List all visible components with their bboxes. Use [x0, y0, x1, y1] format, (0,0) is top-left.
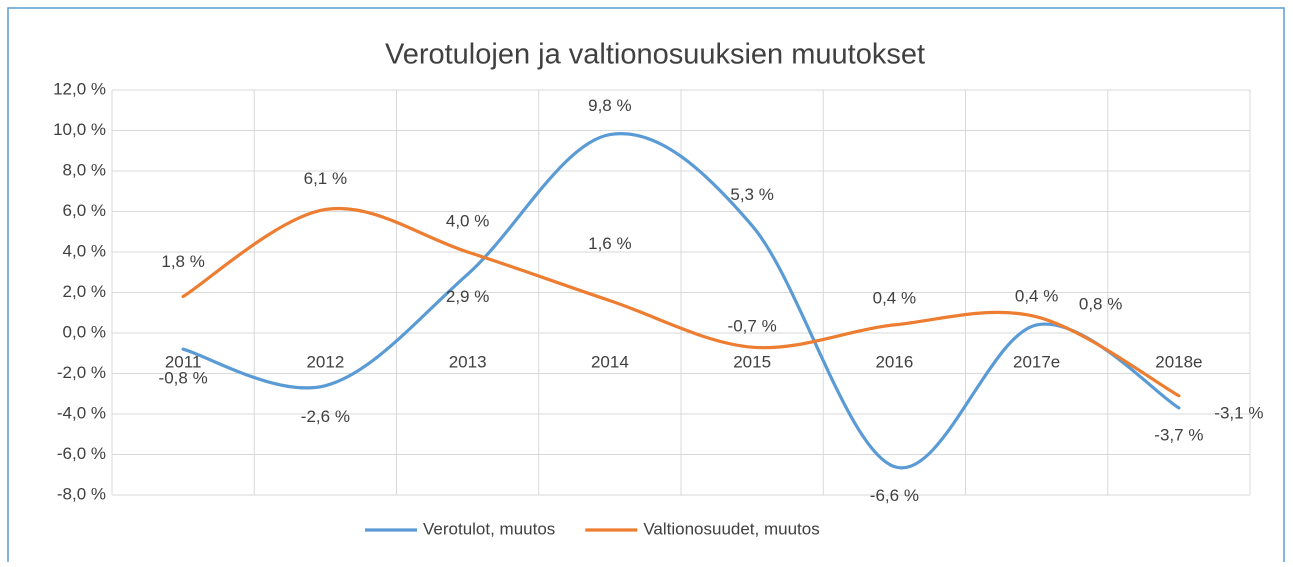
legend-label: Verotulot, muutos: [423, 519, 555, 538]
chart-border: [7, 7, 1285, 567]
y-tick-label: 10,0 %: [53, 120, 106, 139]
data-label: -3,1 %: [1214, 403, 1263, 422]
data-label: 0,8 %: [1079, 294, 1122, 313]
x-tick-label: 2017e: [1013, 352, 1060, 371]
data-label: -3,7 %: [1154, 425, 1203, 444]
series-line: [181, 206, 1181, 398]
data-label: 9,8 %: [588, 96, 631, 115]
data-label: 6,1 %: [304, 169, 347, 188]
x-tick-label: 2013: [449, 352, 487, 371]
y-tick-label: 4,0 %: [63, 241, 106, 260]
data-label: 1,8 %: [161, 252, 204, 271]
y-tick-label: -2,0 %: [57, 363, 106, 382]
series-line: [181, 131, 1181, 470]
y-tick-label: -6,0 %: [57, 444, 106, 463]
y-tick-label: 2,0 %: [63, 282, 106, 301]
data-label: -0,8 %: [159, 369, 208, 388]
data-label: 0,4 %: [873, 288, 916, 307]
y-tick-label: 12,0 %: [53, 79, 106, 98]
data-label: -6,6 %: [870, 486, 919, 505]
x-tick-label: 2015: [733, 352, 771, 371]
x-tick-label: 2011: [165, 352, 202, 371]
y-tick-label: 6,0 %: [63, 201, 106, 220]
data-label: 2,9 %: [446, 287, 489, 306]
data-label: 4,0 %: [446, 211, 489, 230]
y-tick-label: 0,0 %: [63, 322, 106, 341]
y-tick-label: 8,0 %: [63, 160, 106, 179]
chart-title: Verotulojen ja valtionosuuksien muutokse…: [385, 39, 925, 71]
x-tick-label: 2012: [306, 352, 344, 371]
data-label: 5,3 %: [730, 185, 773, 204]
y-tick-label: -8,0 %: [57, 484, 106, 503]
data-label: -2,6 %: [301, 407, 350, 426]
x-tick-label: 2016: [875, 352, 913, 371]
x-tick-label: 2018e: [1155, 352, 1202, 371]
legend-label: Valtionosuudet, muutos: [643, 519, 819, 538]
data-label: 1,6 %: [588, 234, 631, 253]
y-tick-label: -4,0 %: [57, 403, 106, 422]
data-label: -0,7 %: [728, 317, 777, 336]
x-tick-label: 2014: [591, 352, 629, 371]
data-label: 0,4 %: [1015, 286, 1058, 305]
